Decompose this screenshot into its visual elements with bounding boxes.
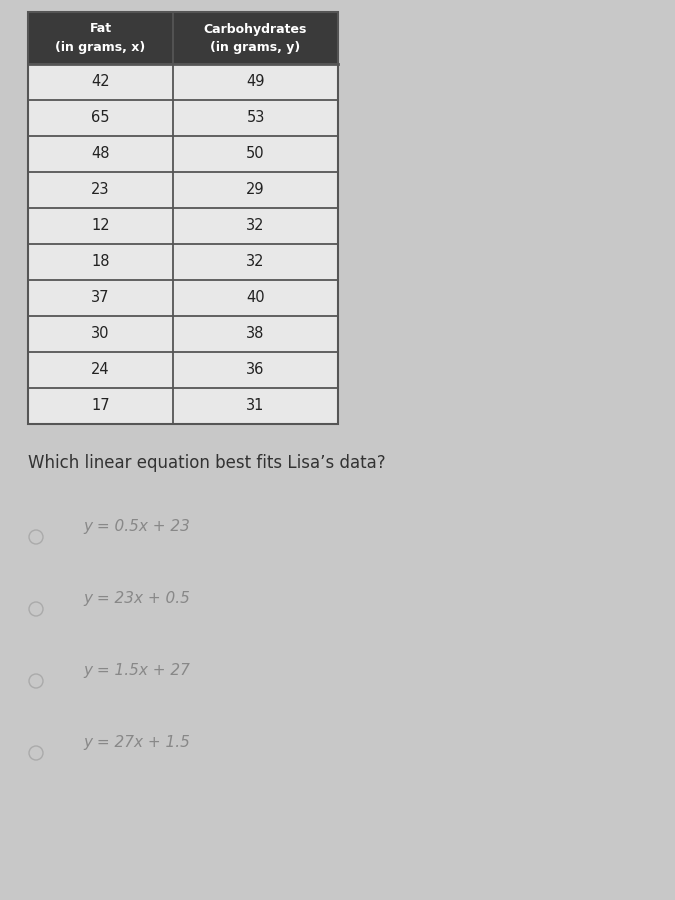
Text: Fat
(in grams, x): Fat (in grams, x): [55, 22, 146, 53]
Text: 42: 42: [91, 75, 110, 89]
Text: 32: 32: [246, 219, 265, 233]
Text: 50: 50: [246, 147, 265, 161]
Bar: [28, 280, 338, 316]
Text: y = 23x + 0.5: y = 23x + 0.5: [83, 591, 190, 606]
Bar: [28, 244, 338, 280]
Text: 65: 65: [91, 111, 110, 125]
Bar: [28, 100, 338, 136]
Text: 30: 30: [91, 327, 110, 341]
Bar: [28, 352, 338, 388]
Text: 29: 29: [246, 183, 265, 197]
Bar: [28, 208, 338, 244]
Text: 23: 23: [91, 183, 110, 197]
Text: y = 27x + 1.5: y = 27x + 1.5: [83, 735, 190, 750]
Bar: [28, 388, 338, 424]
Bar: [28, 64, 338, 100]
Bar: [28, 12, 338, 424]
Text: 53: 53: [246, 111, 265, 125]
Bar: [28, 12, 338, 64]
Text: 36: 36: [246, 363, 265, 377]
Text: 17: 17: [91, 399, 110, 413]
Text: 40: 40: [246, 291, 265, 305]
Text: Which linear equation best fits Lisa’s data?: Which linear equation best fits Lisa’s d…: [28, 454, 385, 472]
Text: Carbohydrates
(in grams, y): Carbohydrates (in grams, y): [204, 22, 307, 53]
Bar: [28, 136, 338, 172]
Text: 38: 38: [246, 327, 265, 341]
Text: 24: 24: [91, 363, 110, 377]
Bar: [28, 172, 338, 208]
Text: 32: 32: [246, 255, 265, 269]
Bar: [28, 316, 338, 352]
Text: 37: 37: [91, 291, 110, 305]
Text: 31: 31: [246, 399, 265, 413]
Text: 18: 18: [91, 255, 110, 269]
Text: 12: 12: [91, 219, 110, 233]
Text: y = 0.5x + 23: y = 0.5x + 23: [83, 519, 190, 534]
Text: 48: 48: [91, 147, 110, 161]
Text: 49: 49: [246, 75, 265, 89]
Text: y = 1.5x + 27: y = 1.5x + 27: [83, 663, 190, 678]
